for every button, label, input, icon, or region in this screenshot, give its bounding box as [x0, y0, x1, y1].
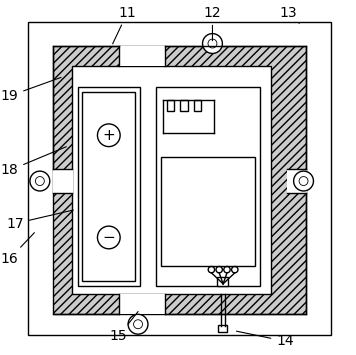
Text: +: +: [103, 128, 115, 143]
Bar: [156, 87, 260, 285]
Bar: [53, 169, 73, 193]
Bar: [119, 46, 164, 66]
Bar: [53, 47, 307, 314]
Text: 14: 14: [236, 331, 294, 348]
Bar: [194, 99, 201, 111]
Bar: [119, 294, 164, 314]
Text: 18: 18: [0, 147, 66, 178]
Bar: [219, 324, 227, 332]
Text: 15: 15: [110, 312, 138, 343]
Bar: [180, 99, 188, 111]
Circle shape: [294, 171, 314, 191]
Text: −: −: [103, 230, 115, 245]
Bar: [82, 92, 135, 281]
Bar: [167, 99, 174, 111]
Text: 13: 13: [280, 6, 299, 23]
Text: 11: 11: [112, 6, 136, 44]
Circle shape: [128, 314, 148, 334]
Bar: [28, 22, 331, 335]
Bar: [161, 157, 255, 266]
Text: 12: 12: [204, 6, 221, 41]
Bar: [287, 169, 307, 193]
Text: 17: 17: [6, 210, 73, 231]
Bar: [73, 66, 271, 294]
Bar: [217, 277, 229, 285]
Text: 19: 19: [0, 77, 61, 103]
Bar: [78, 87, 140, 285]
Text: 16: 16: [0, 233, 35, 266]
Circle shape: [203, 34, 222, 54]
Circle shape: [30, 171, 50, 191]
